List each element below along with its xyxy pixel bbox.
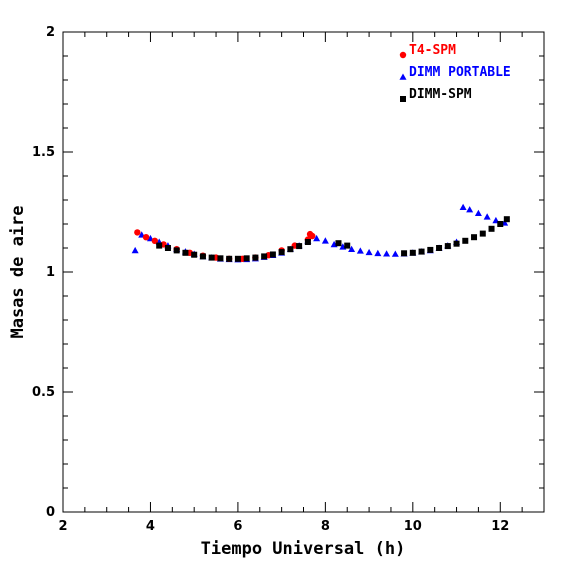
- data-point: [269, 251, 276, 258]
- data-point: [287, 246, 294, 253]
- data-point: [191, 251, 198, 258]
- data-point: [409, 249, 416, 256]
- legend-label: T4-SPM: [409, 43, 456, 58]
- data-point: [401, 250, 408, 257]
- data-point: [391, 250, 399, 257]
- data-point: [474, 209, 482, 216]
- data-point: [134, 229, 141, 236]
- data-point: [356, 247, 364, 254]
- y-tick-label: 2: [46, 25, 55, 40]
- data-point: [483, 213, 491, 220]
- data-point: [479, 230, 486, 237]
- data-point: [226, 255, 233, 262]
- data-point: [436, 245, 443, 251]
- data-point: [199, 253, 206, 260]
- data-point: [278, 249, 285, 256]
- legend-label: DIMM PORTABLE: [409, 65, 511, 80]
- data-point: [234, 255, 241, 262]
- x-tick-label: 12: [491, 519, 509, 534]
- legend-marker: [400, 96, 406, 102]
- legend-marker: [399, 73, 407, 80]
- legend-label: DIMM-SPM: [409, 87, 472, 102]
- y-axis-title: Masas de aire: [8, 205, 28, 338]
- x-axis-title: Tiempo Universal (h): [201, 539, 406, 559]
- data-point: [151, 237, 159, 244]
- data-point: [182, 249, 189, 256]
- data-point: [459, 203, 467, 210]
- x-tick-label: 10: [404, 519, 422, 534]
- data-point: [321, 237, 329, 244]
- data-point: [497, 221, 504, 227]
- plot-frame: [62, 31, 545, 513]
- data-point: [156, 242, 163, 249]
- data-point: [466, 206, 474, 213]
- data-point: [173, 247, 180, 254]
- data-point: [383, 250, 391, 257]
- series-dimm-spm: [156, 216, 510, 262]
- data-point: [462, 237, 469, 244]
- data-point: [488, 225, 495, 232]
- data-points: [131, 203, 510, 263]
- data-point: [304, 239, 311, 245]
- x-tick-label: 2: [58, 519, 67, 534]
- y-tick-label: 0: [46, 505, 55, 520]
- y-tick-label: 1.5: [32, 145, 55, 160]
- data-point: [217, 255, 224, 262]
- data-point: [344, 242, 351, 249]
- y-tick-label: 0.5: [32, 385, 55, 400]
- data-point: [348, 245, 356, 252]
- data-point: [243, 255, 250, 262]
- data-point: [309, 232, 316, 240]
- legend: T4-SPM DIMM PORTABLE DIMM-SPM: [399, 43, 511, 102]
- data-point: [427, 246, 434, 253]
- data-point: [453, 240, 460, 247]
- y-tick-label: 1: [46, 265, 55, 280]
- x-tick-label: 8: [321, 519, 330, 534]
- data-point: [131, 246, 139, 254]
- tick-labels: 2 4 6 8 10 12 0 0.5 1 1.5 2: [32, 25, 509, 534]
- data-point: [471, 234, 478, 241]
- axis-ticks: [62, 31, 545, 513]
- x-tick-label: 6: [233, 519, 242, 534]
- data-point: [374, 249, 382, 257]
- data-point: [313, 234, 321, 242]
- data-point: [335, 240, 342, 247]
- data-point: [418, 248, 425, 255]
- data-point: [208, 254, 215, 261]
- data-point: [164, 245, 171, 251]
- data-point: [296, 243, 303, 250]
- data-point: [444, 243, 451, 250]
- legend-marker: [399, 51, 407, 59]
- data-point: [365, 248, 373, 256]
- x-tick-label: 4: [146, 519, 155, 534]
- data-point: [252, 254, 259, 261]
- data-point: [503, 216, 510, 223]
- data-point: [261, 253, 268, 260]
- data-point: [142, 234, 150, 241]
